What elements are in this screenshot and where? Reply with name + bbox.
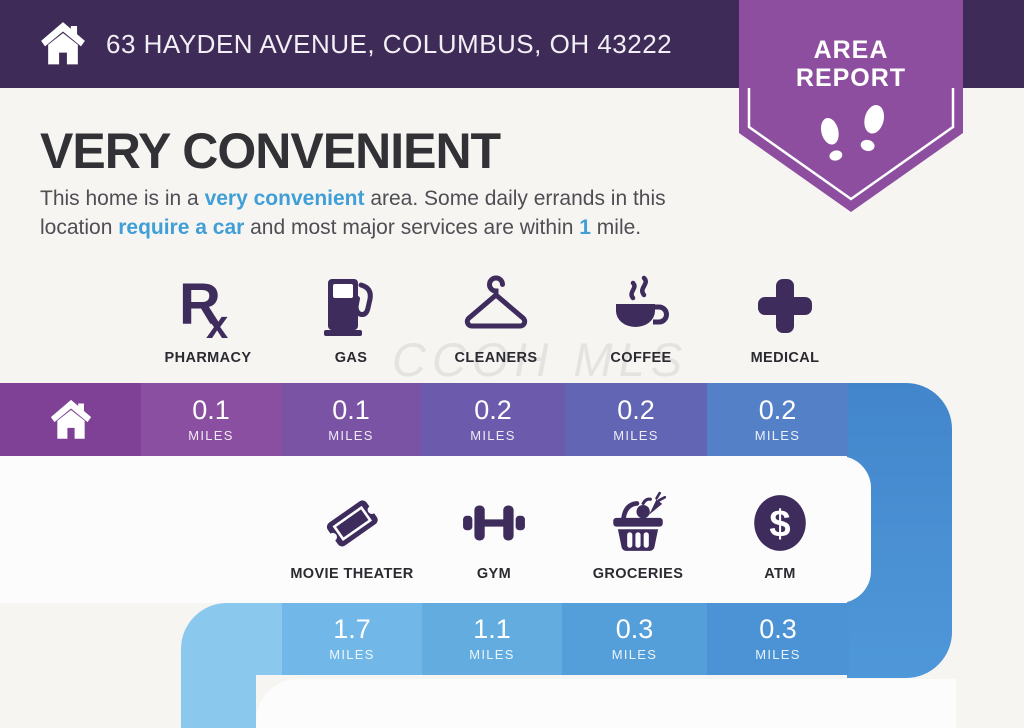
distance-unit: MILES bbox=[613, 427, 659, 443]
distance-value: 0.3 bbox=[615, 614, 654, 644]
atm-dollar-icon: $ bbox=[754, 495, 806, 551]
service-label: COFFEE bbox=[610, 350, 672, 366]
dumbbell-icon bbox=[463, 505, 525, 541]
service-coffee: COFFEE bbox=[566, 272, 716, 366]
svg-text:R: R bbox=[179, 272, 221, 337]
distance-cell-groceries: 0.3 MILES bbox=[562, 603, 707, 675]
badge-line1: AREA bbox=[814, 36, 889, 64]
band-home-segment bbox=[0, 383, 141, 456]
distance-cell-cleaners: 0.2 MILES bbox=[421, 383, 565, 456]
band-left-connector bbox=[181, 603, 256, 728]
intro-paragraph: This home is in a very convenient area. … bbox=[40, 184, 740, 242]
area-report-badge: AREA REPORT bbox=[739, 0, 963, 212]
pharmacy-rx-icon: R x bbox=[179, 272, 228, 340]
service-label: GYM bbox=[476, 566, 512, 582]
intro-highlight-mile: 1 bbox=[579, 216, 591, 239]
icons-card bbox=[0, 456, 871, 603]
distance-unit: MILES bbox=[329, 647, 375, 662]
distance-value: 0.3 bbox=[759, 614, 797, 644]
footprints-icon bbox=[820, 105, 885, 161]
home-icon bbox=[41, 22, 85, 65]
distance-value: 0.2 bbox=[758, 394, 797, 425]
distance-cell-atm: 0.3 MILES bbox=[707, 603, 849, 675]
page-title: VERY CONVENIENT bbox=[40, 123, 501, 179]
gas-pump-icon bbox=[324, 279, 373, 336]
bottom-card bbox=[256, 679, 956, 728]
service-label: PHARMACY bbox=[164, 350, 252, 366]
service-label: MOVIE THEATER bbox=[290, 566, 414, 582]
intro-text: mile. bbox=[590, 216, 642, 239]
distance-unit: MILES bbox=[754, 427, 801, 443]
property-address: 63 HAYDEN AVENUE, COLUMBUS, OH 43222 bbox=[106, 28, 673, 59]
service-label: GAS bbox=[334, 350, 368, 366]
badge-line2: REPORT bbox=[796, 64, 906, 92]
mls-watermark: CCOH MLS bbox=[392, 333, 689, 386]
distance-cell-coffee: 0.2 MILES bbox=[565, 383, 707, 456]
intro-text: and most major services are within bbox=[244, 216, 580, 239]
distance-value: 0.2 bbox=[474, 394, 512, 425]
service-label: GROCERIES bbox=[592, 566, 684, 582]
band-intro-segment bbox=[256, 603, 282, 675]
service-groceries: GROCERIES bbox=[563, 490, 713, 582]
grocery-basket-icon bbox=[613, 491, 667, 551]
distance-cell-pharmacy: 0.1 MILES bbox=[141, 383, 281, 456]
distance-cell-gym: 1.1 MILES bbox=[422, 603, 562, 675]
home-icon bbox=[50, 399, 91, 439]
distance-unit: MILES bbox=[188, 427, 234, 443]
distance-unit: MILES bbox=[755, 647, 801, 662]
intro-highlight-convenient: very convenient bbox=[204, 187, 365, 210]
coffee-cup-icon bbox=[616, 275, 669, 327]
hanger-icon bbox=[464, 275, 528, 329]
distance-unit: MILES bbox=[469, 647, 515, 662]
distance-unit: MILES bbox=[470, 427, 516, 443]
movie-ticket-icon bbox=[326, 500, 378, 547]
svg-text:$: $ bbox=[769, 502, 790, 545]
service-atm: $ ATM bbox=[705, 490, 855, 582]
intro-text: area. Some daily errands in this locatio… bbox=[40, 187, 666, 239]
service-movie-theater: MOVIE THEATER bbox=[272, 490, 432, 582]
service-pharmacy: R x PHARMACY bbox=[133, 272, 283, 366]
intro-highlight-car: require a car bbox=[118, 216, 245, 239]
distance-cell-medical: 0.2 MILES bbox=[707, 383, 848, 456]
service-medical: MEDICAL bbox=[710, 272, 860, 366]
distance-unit: MILES bbox=[328, 427, 374, 443]
distance-cell-movie-theater: 1.7 MILES bbox=[282, 603, 422, 675]
distance-unit: MILES bbox=[611, 647, 658, 662]
service-gym: GYM bbox=[419, 490, 569, 582]
distance-value: 1.7 bbox=[333, 614, 371, 644]
svg-text:x: x bbox=[206, 303, 228, 340]
distance-value: 0.1 bbox=[332, 394, 370, 425]
distance-value: 1.1 bbox=[473, 614, 511, 644]
intro-text: This home is in a bbox=[40, 187, 205, 210]
distance-value: 0.2 bbox=[617, 394, 655, 425]
medical-cross-icon bbox=[758, 279, 812, 333]
service-label: CLEANERS bbox=[454, 350, 538, 366]
distance-cell-gas: 0.1 MILES bbox=[281, 383, 421, 456]
service-label: ATM bbox=[764, 566, 796, 582]
service-gas: GAS bbox=[276, 272, 426, 366]
distance-value: 0.1 bbox=[192, 394, 230, 425]
service-cleaners: CLEANERS bbox=[421, 272, 571, 366]
service-label: MEDICAL bbox=[750, 350, 820, 366]
